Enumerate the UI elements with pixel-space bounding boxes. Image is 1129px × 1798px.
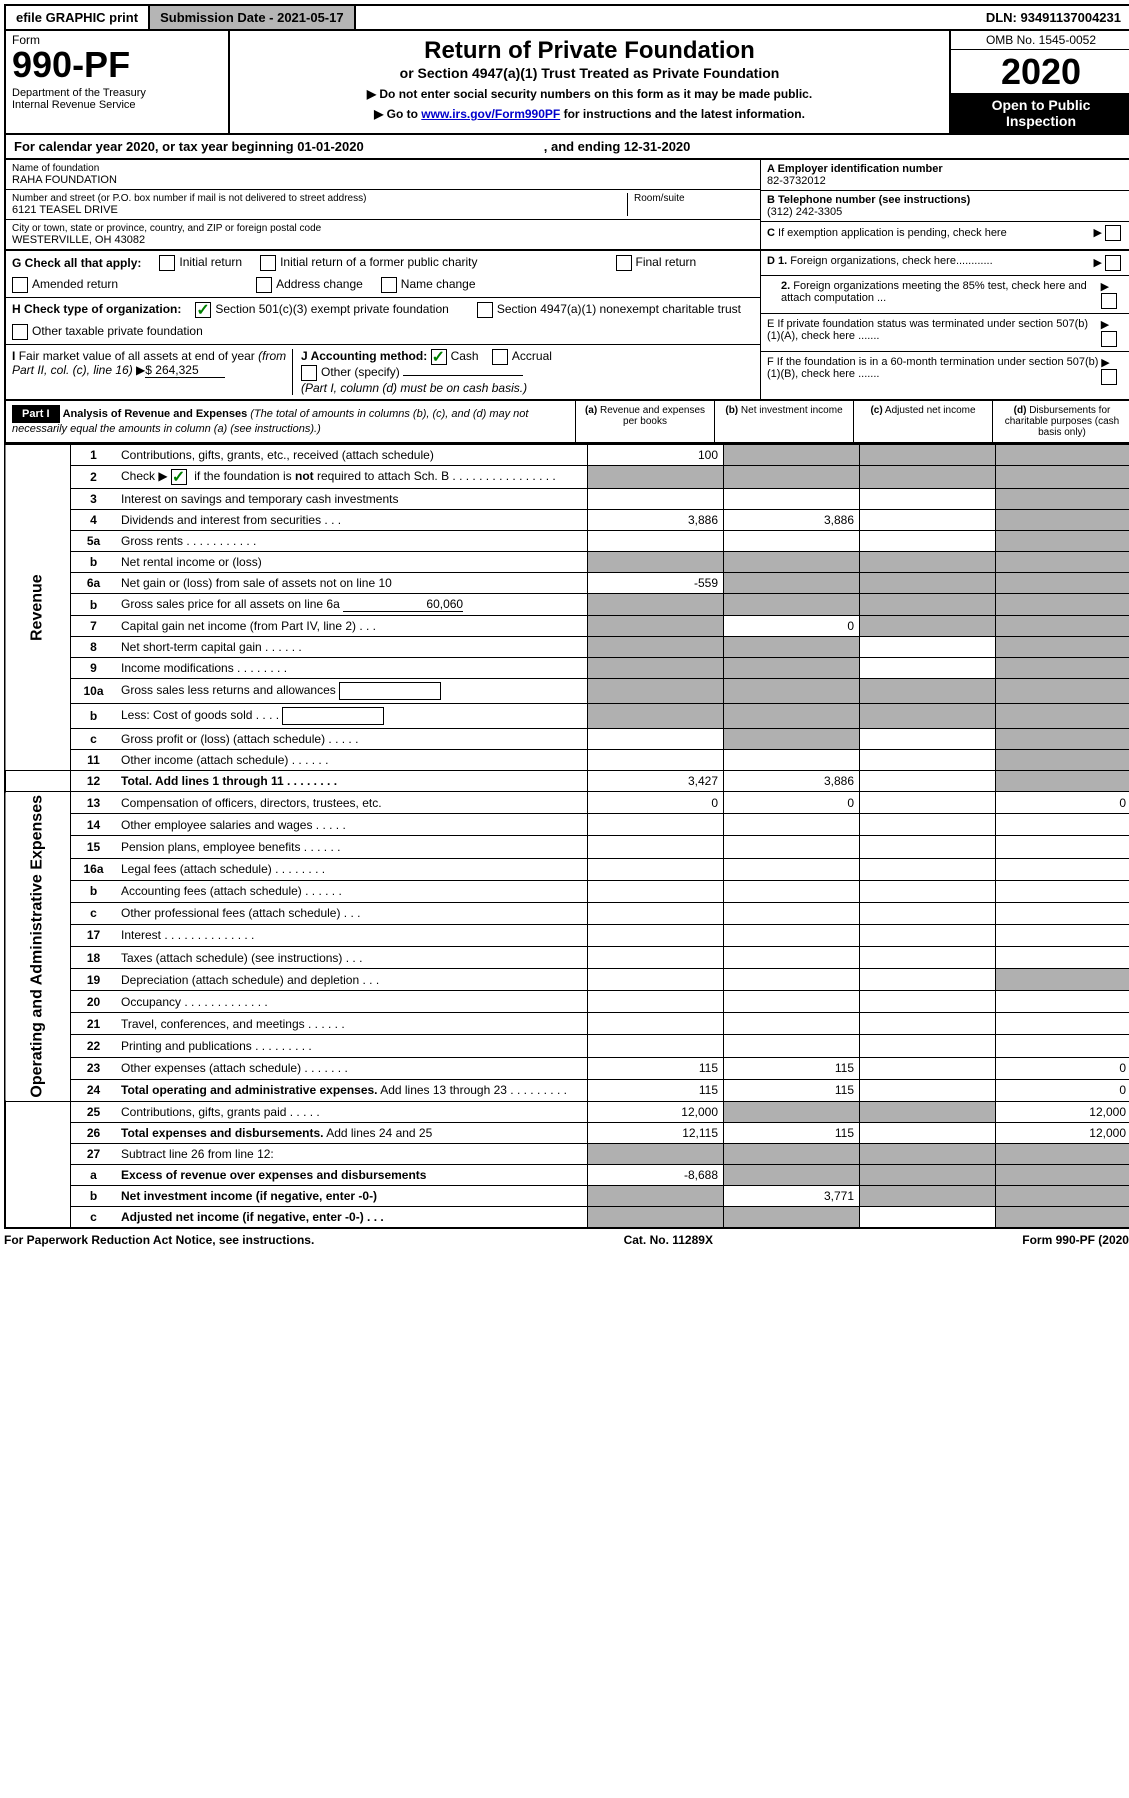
initial-former-cb[interactable] xyxy=(260,255,276,271)
form-number: 990-PF xyxy=(12,47,222,83)
top-bar: efile GRAPHIC print Submission Date - 20… xyxy=(4,4,1129,31)
page-footer: For Paperwork Reduction Act Notice, see … xyxy=(4,1229,1129,1251)
d2-cb[interactable] xyxy=(1101,293,1117,309)
initial-return-cb[interactable] xyxy=(159,255,175,271)
tax-year: 2020 xyxy=(951,50,1129,93)
c-checkbox[interactable] xyxy=(1105,225,1121,241)
dln: DLN: 93491137004231 xyxy=(976,6,1129,29)
room-label: Room/suite xyxy=(634,193,754,204)
col-d-head: (d) Disbursements for charitable purpose… xyxy=(992,401,1129,442)
address-change-cb[interactable] xyxy=(256,277,272,293)
entity-info: Name of foundation RAHA FOUNDATION Numbe… xyxy=(4,160,1129,251)
foundation-name: RAHA FOUNDATION xyxy=(12,174,754,186)
form-ref: Form 990-PF (2020) xyxy=(1022,1233,1129,1247)
calendar-year: For calendar year 2020, or tax year begi… xyxy=(4,135,1129,160)
submission-date: Submission Date - 2021-05-17 xyxy=(150,6,356,29)
revenue-label: Revenue xyxy=(5,445,71,771)
other-taxable-cb[interactable] xyxy=(12,324,28,340)
omb-number: OMB No. 1545-0052 xyxy=(951,31,1129,50)
irs-link[interactable]: www.irs.gov/Form990PF xyxy=(421,107,560,121)
expenses-label: Operating and Administrative Expenses xyxy=(5,792,71,1102)
cash-cb[interactable] xyxy=(431,349,447,365)
form-header: Form 990-PF Department of the Treasury I… xyxy=(4,31,1129,135)
name-change-cb[interactable] xyxy=(381,277,397,293)
col-b-head: (b) Net investment income xyxy=(714,401,853,442)
c-label: If exemption application is pending, che… xyxy=(778,227,1007,239)
addr-label: Number and street (or P.O. box number if… xyxy=(12,193,627,204)
ein-label: A Employer identification number xyxy=(767,163,1125,175)
4947-cb[interactable] xyxy=(477,302,493,318)
j-note: (Part I, column (d) must be on cash basi… xyxy=(301,381,527,395)
amended-return-cb[interactable] xyxy=(12,277,28,293)
f-cb[interactable] xyxy=(1101,369,1117,385)
city-label: City or town, state or province, country… xyxy=(12,223,754,234)
col-a-head: (a) Revenue and expenses per books xyxy=(575,401,714,442)
part1-label: Part I xyxy=(12,405,60,423)
fmv-value: $ 264,325 xyxy=(145,363,225,378)
tel-value: (312) 242-3305 xyxy=(767,206,1125,218)
accrual-cb[interactable] xyxy=(492,349,508,365)
501c3-cb[interactable] xyxy=(195,302,211,318)
instr-link: ▶ Go to www.irs.gov/Form990PF for instru… xyxy=(236,107,943,121)
form-title: Return of Private Foundation xyxy=(236,37,943,65)
paperwork-notice: For Paperwork Reduction Act Notice, see … xyxy=(4,1233,314,1247)
schb-cb[interactable] xyxy=(171,469,187,485)
street-address: 6121 TEASEL DRIVE xyxy=(12,204,627,216)
form-subtitle: or Section 4947(a)(1) Trust Treated as P… xyxy=(236,65,943,81)
cat-no: Cat. No. 11289X xyxy=(624,1233,713,1247)
e-cb[interactable] xyxy=(1101,331,1117,347)
efile-button[interactable]: efile GRAPHIC print xyxy=(6,6,150,29)
name-label: Name of foundation xyxy=(12,163,754,174)
ein-value: 82-3732012 xyxy=(767,175,1125,187)
part1-header: Part I Analysis of Revenue and Expenses … xyxy=(4,401,1129,444)
h-label: H Check type of organization: xyxy=(12,302,181,318)
d1-cb[interactable] xyxy=(1105,255,1121,271)
tel-label: B Telephone number (see instructions) xyxy=(767,194,1125,206)
col-c-head: (c) Adjusted net income xyxy=(853,401,992,442)
city-state-zip: WESTERVILLE, OH 43082 xyxy=(12,234,754,246)
checkbox-section: G Check all that apply: Initial return I… xyxy=(4,251,1129,401)
final-return-cb[interactable] xyxy=(616,255,632,271)
dept-treasury: Department of the Treasury Internal Reve… xyxy=(12,87,222,111)
open-public-badge: Open to Public Inspection xyxy=(951,93,1129,133)
g-label: G Check all that apply: xyxy=(12,256,141,270)
other-method-cb[interactable] xyxy=(301,365,317,381)
analysis-table: Revenue 1Contributions, gifts, grants, e… xyxy=(4,444,1129,1229)
instr-ssn: ▶ Do not enter social security numbers o… xyxy=(236,87,943,101)
